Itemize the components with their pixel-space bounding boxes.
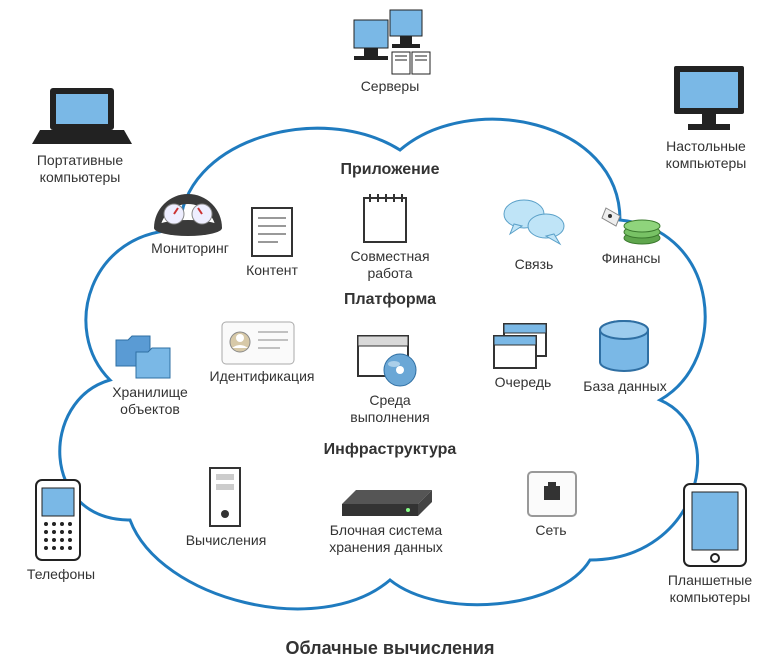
servers-label: Серверы — [335, 78, 445, 95]
section-platform: Платформа — [310, 290, 470, 309]
tablet-icon — [680, 480, 750, 570]
database-icon — [594, 318, 654, 376]
phone-label: Телефоны — [6, 566, 116, 583]
servers-icon — [344, 6, 434, 76]
content-icon — [248, 204, 296, 260]
laptop-icon — [32, 82, 132, 152]
object-store-icon — [110, 326, 180, 382]
desktop-icon — [664, 60, 754, 140]
monitoring-label: Мониторинг — [130, 240, 250, 257]
network-label: Сеть — [516, 522, 586, 539]
monitoring-icon — [148, 184, 228, 238]
runtime-label: Среда выполнения — [330, 392, 450, 426]
network-icon — [524, 468, 580, 520]
compute-icon — [204, 464, 246, 530]
collaboration-icon — [358, 188, 412, 246]
laptop-label: Портативные компьютеры — [10, 152, 150, 186]
finance-icon — [596, 198, 666, 248]
block-storage-label: Блочная система хранения данных — [306, 522, 466, 556]
content-label: Контент — [222, 262, 322, 279]
phone-icon — [30, 476, 86, 564]
communication-icon — [500, 194, 570, 248]
communication-label: Связь — [494, 256, 574, 273]
queue-icon — [490, 318, 554, 372]
collaboration-label: Совместная работа — [330, 248, 450, 282]
object-store-label: Хранилище объектов — [90, 384, 210, 418]
runtime-icon — [354, 332, 424, 388]
section-application: Приложение — [310, 160, 470, 179]
queue-label: Очередь — [478, 374, 568, 391]
database-label: База данных — [570, 378, 680, 395]
section-infrastructure: Инфраструктура — [290, 440, 490, 459]
identity-label: Идентификация — [202, 368, 322, 385]
block-storage-icon — [332, 480, 442, 520]
desktop-label: Настольные компьютеры — [644, 138, 768, 172]
diagram-root: Серверы Портативные компьютеры Настольны… — [0, 0, 768, 667]
finance-label: Финансы — [586, 250, 676, 267]
main-title: Облачные вычисления — [270, 638, 510, 660]
tablet-label: Планшетные компьютеры — [648, 572, 768, 606]
compute-label: Вычисления — [176, 532, 276, 549]
identity-icon — [218, 316, 298, 368]
